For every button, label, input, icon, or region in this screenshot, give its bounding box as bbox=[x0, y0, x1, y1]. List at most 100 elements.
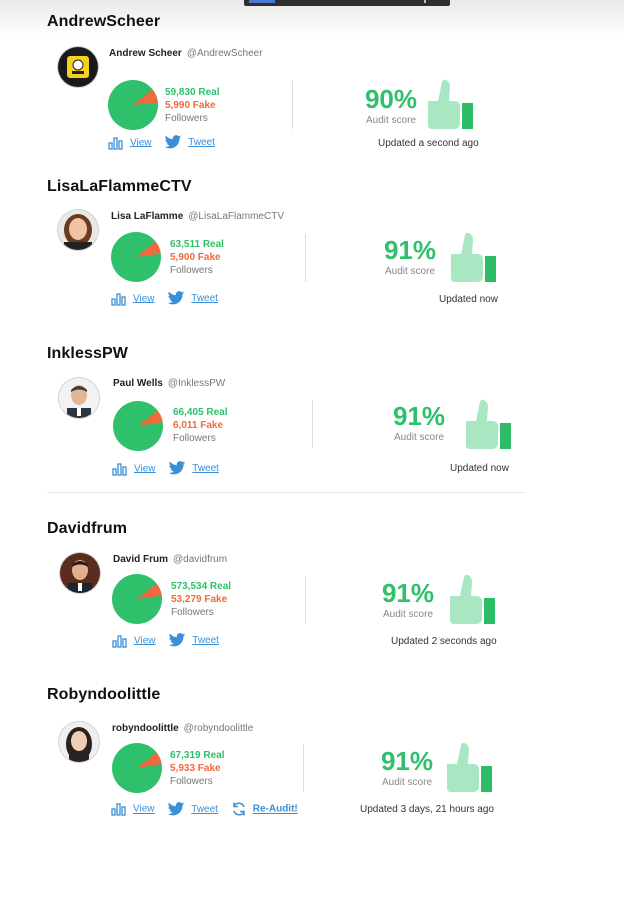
view-button[interactable]: View bbox=[111, 292, 155, 306]
pie-slice-fake bbox=[137, 583, 162, 599]
followers-label: Followers bbox=[173, 433, 216, 444]
view-button[interactable]: View bbox=[111, 802, 155, 816]
divider bbox=[305, 234, 306, 282]
view-link[interactable]: View bbox=[130, 137, 152, 148]
followers-pie-chart bbox=[112, 574, 162, 624]
tweet-button[interactable]: Tweet bbox=[168, 633, 219, 648]
real-followers-count: 573,534 Real bbox=[171, 581, 232, 592]
tweet-link[interactable]: Tweet bbox=[191, 293, 218, 304]
real-followers-count: 63,511 Real bbox=[170, 239, 224, 250]
followers-pie-chart bbox=[113, 401, 163, 451]
audit-score-value: 91% bbox=[381, 578, 435, 608]
fake-followers-count: 53,279 Fake bbox=[171, 594, 228, 605]
bar-chart-icon bbox=[112, 634, 127, 648]
twitter-bird-icon bbox=[168, 291, 185, 305]
account-heading: InklessPW bbox=[47, 345, 128, 362]
thumbs-up-icon bbox=[447, 742, 492, 792]
tweet-link[interactable]: Tweet bbox=[191, 803, 218, 815]
display-name: David Frum bbox=[113, 554, 169, 565]
followers-label: Followers bbox=[171, 607, 214, 618]
twitter-handle: @InklessPW bbox=[167, 378, 226, 389]
view-link[interactable]: View bbox=[133, 293, 155, 304]
twitter-handle: @LisaLaFlammeCTV bbox=[188, 211, 284, 222]
audit-score-label: Audit score bbox=[382, 609, 434, 620]
last-updated-text: Updated now bbox=[450, 463, 509, 474]
twitter-handle: @robyndoolittle bbox=[183, 723, 254, 734]
audit-score-label: Audit score bbox=[393, 432, 445, 443]
account-heading: Robyndoolittle bbox=[47, 686, 161, 703]
followers-pie-chart bbox=[108, 80, 158, 130]
reaudit-button[interactable]: Re-Audit! bbox=[231, 801, 298, 817]
display-name: robyndoolittle bbox=[112, 723, 179, 734]
audit-card-davidfrum: Davidfrum David Frum @davidfrum 573,534 R… bbox=[0, 520, 624, 680]
account-heading: AndrewScheer bbox=[47, 13, 161, 30]
twitter-handle: @davidfrum bbox=[173, 554, 228, 565]
followers-label: Followers bbox=[170, 265, 213, 276]
tweet-link[interactable]: Tweet bbox=[192, 463, 219, 474]
view-button[interactable]: View bbox=[112, 462, 156, 476]
twitter-bird-icon bbox=[169, 633, 186, 647]
bar-chart-icon bbox=[112, 462, 127, 476]
pie-slice-fake bbox=[137, 752, 162, 768]
audit-score-value: 90% bbox=[364, 84, 418, 114]
followers-label: Followers bbox=[165, 113, 208, 124]
last-updated-text: Updated now bbox=[439, 294, 498, 305]
audit-score-label: Audit score bbox=[384, 266, 436, 277]
real-followers-count: 59,830 Real bbox=[165, 87, 220, 98]
audit-score-value: 91% bbox=[392, 401, 446, 431]
audit-card-andrewscheer: AndrewScheer Andrew Scheer @AndrewScheer … bbox=[0, 13, 624, 173]
audit-score-value: 91% bbox=[383, 235, 437, 265]
avatar bbox=[60, 553, 100, 593]
avatar bbox=[58, 210, 98, 250]
avatar bbox=[59, 378, 99, 418]
followers-pie-chart bbox=[111, 232, 161, 282]
pie-slice-fake bbox=[136, 241, 161, 257]
refresh-icon bbox=[233, 802, 245, 816]
view-link[interactable]: View bbox=[134, 635, 156, 646]
twitter-bird-icon bbox=[165, 135, 182, 149]
audit-card-robyndoolittle: Robyndoolittle robyndoolittle @robyndooli… bbox=[0, 686, 624, 846]
bar-chart-icon bbox=[111, 803, 126, 816]
account-heading: LisaLaFlammeCTV bbox=[47, 178, 192, 195]
pie-slice-fake bbox=[133, 89, 158, 105]
avatar bbox=[59, 722, 99, 762]
tweet-button[interactable]: Tweet bbox=[168, 461, 219, 476]
reaudit-link[interactable]: Re-Audit! bbox=[252, 803, 298, 815]
twitter-handle: @AndrewScheer bbox=[186, 48, 263, 59]
audit-card-inklesspw: InklessPW Paul Wells @InklessPW 66,405 Re… bbox=[0, 345, 624, 505]
view-link[interactable]: View bbox=[134, 463, 156, 474]
tweet-link[interactable]: Tweet bbox=[188, 137, 215, 148]
view-link[interactable]: View bbox=[133, 803, 155, 815]
thumbs-up-icon bbox=[451, 232, 496, 282]
fake-followers-count: 5,900 Fake bbox=[170, 252, 221, 263]
pie-slice-fake bbox=[138, 410, 163, 426]
twitter-bird-icon bbox=[169, 461, 186, 475]
divider bbox=[292, 81, 293, 129]
last-updated-text: Updated 2 seconds ago bbox=[391, 636, 497, 647]
view-button[interactable]: View bbox=[112, 634, 156, 648]
fake-followers-count: 5,933 Fake bbox=[170, 763, 221, 774]
followers-label: Followers bbox=[170, 776, 213, 787]
tweet-button[interactable]: Tweet bbox=[167, 291, 218, 306]
tweet-link[interactable]: Tweet bbox=[192, 635, 219, 646]
view-button[interactable]: View bbox=[108, 136, 152, 150]
browser-toolbar-strip bbox=[244, 0, 450, 6]
display-name: Paul Wells bbox=[113, 378, 163, 389]
last-updated-text: Updated 3 days, 21 hours ago bbox=[360, 804, 494, 815]
bar-chart-icon bbox=[111, 292, 126, 306]
real-followers-count: 67,319 Real bbox=[170, 750, 225, 761]
thumbs-up-icon bbox=[466, 399, 511, 449]
display-name: Andrew Scheer bbox=[109, 48, 182, 59]
bar-chart-icon bbox=[108, 136, 123, 150]
audit-score-label: Audit score bbox=[381, 777, 433, 788]
last-updated-text: Updated a second ago bbox=[378, 138, 479, 149]
tweet-button[interactable]: Tweet bbox=[164, 135, 215, 150]
tweet-button[interactable]: Tweet bbox=[167, 801, 218, 817]
audit-score-value: 91% bbox=[380, 746, 434, 776]
fake-followers-count: 5,990 Fake bbox=[165, 100, 216, 111]
real-followers-count: 66,405 Real bbox=[173, 407, 228, 418]
thumbs-up-icon bbox=[428, 79, 473, 129]
avatar bbox=[58, 47, 98, 87]
fake-followers-count: 6,011 Fake bbox=[173, 420, 224, 431]
divider bbox=[305, 576, 306, 624]
